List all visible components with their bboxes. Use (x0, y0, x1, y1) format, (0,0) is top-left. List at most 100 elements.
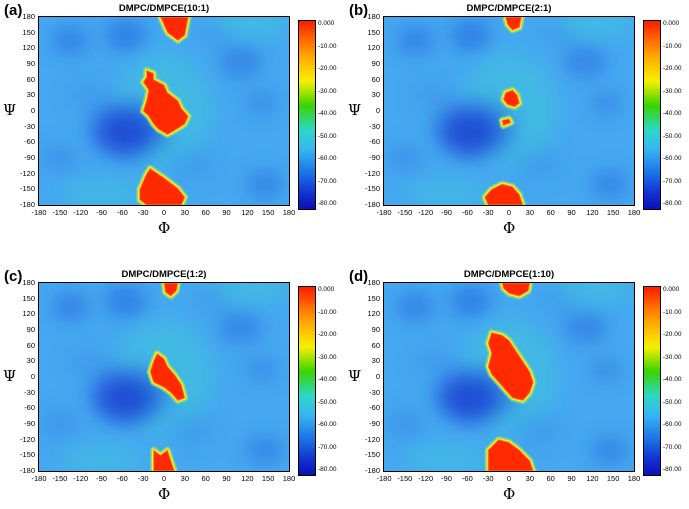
high-energy-region (153, 449, 175, 471)
colorbar (298, 20, 316, 210)
energy-halo (404, 178, 489, 205)
colorbar-tick-label: -40.00 (318, 110, 337, 117)
energy-well (66, 79, 109, 111)
energy-well (218, 310, 263, 345)
y-tick-label: -90 (369, 153, 380, 162)
heatmap-svg (39, 283, 289, 471)
x-tick-label: 150 (261, 208, 275, 217)
colorbar-tick-label: -70.00 (318, 177, 337, 185)
y-tick-label: -180 (19, 466, 35, 475)
y-tick-label: -30 (369, 121, 380, 131)
energy-well (245, 91, 277, 115)
heatmap-plot-area (38, 16, 290, 206)
y-tick-label: 90 (371, 59, 380, 68)
colorbar-tick-label: -60.00 (663, 421, 682, 428)
colorbar-tick-label: -20.00 (663, 65, 682, 72)
colorbar-tick-label: -50.00 (663, 132, 682, 140)
high-energy-region (487, 332, 534, 402)
high-energy-region (149, 352, 186, 402)
colorbar-tick-label: -80.00 (318, 200, 337, 207)
y-tick-label: 120 (367, 309, 380, 319)
x-tick-label: -180 (31, 474, 47, 483)
x-tick-label: 60 (201, 208, 210, 217)
energy-well (245, 357, 277, 381)
colorbar-tick-label: -20.00 (663, 331, 682, 338)
chart-panel: (c) DMPC/DMPCE(1:2) -180 -150 -120 -90 -60 -30 0… (0, 266, 344, 509)
x-tick-label: 150 (606, 208, 620, 217)
colorbar-tick-label: -80.00 (318, 466, 337, 473)
colorbar-tick-label: -40.00 (663, 376, 682, 383)
x-tick-label: -180 (376, 208, 392, 217)
y-tick-label: 120 (22, 43, 35, 53)
x-tick-label: 30 (180, 474, 189, 483)
colorbar-tick-label: 0.000 (318, 20, 335, 27)
high-energy-region (504, 17, 523, 31)
y-tick-label: -60 (369, 137, 380, 147)
x-tick-label: 120 (241, 208, 254, 217)
x-tick-label: 150 (606, 474, 620, 483)
y-tick-label: -90 (369, 419, 380, 428)
y-tick-label: 150 (367, 293, 380, 303)
y-tick-label: 60 (371, 74, 380, 84)
colorbar-tick-label: -70.00 (663, 443, 682, 451)
heatmap-plot-area (383, 282, 635, 472)
energy-well (449, 19, 492, 51)
colorbar (643, 20, 661, 210)
x-tick-label: -30 (137, 208, 149, 217)
colorbar-tick-label: 0.000 (663, 286, 680, 293)
energy-well (104, 19, 147, 51)
energy-well (66, 345, 109, 377)
x-tick-label: 180 (627, 474, 641, 483)
y-tick-label: 60 (26, 74, 35, 84)
x-tick-label: -180 (31, 208, 47, 217)
y-tick-label: -120 (364, 168, 380, 178)
x-tick-label: -150 (52, 474, 68, 483)
y-tick-label: -90 (24, 153, 35, 162)
y-tick-label: 90 (26, 325, 35, 334)
energy-well (218, 44, 263, 79)
x-tick-label: -150 (52, 208, 68, 217)
colorbar-tick-label: -50.00 (318, 398, 337, 406)
energy-well (563, 310, 608, 345)
chart-title: DMPC/DMPCE(10:1) (118, 3, 210, 14)
x-tick-label: -60 (116, 474, 128, 483)
x-tick-label: 60 (546, 208, 555, 217)
x-tick-label: 120 (241, 474, 254, 483)
y-tick-label: -150 (364, 184, 380, 194)
high-energy-region (484, 183, 524, 205)
y-axis-label: Ψ (348, 101, 362, 119)
chart-title: DMPC/DMPCE(2:1) (466, 3, 552, 14)
high-energy-region (501, 283, 531, 297)
colorbar-tick-label: 0.000 (663, 20, 680, 27)
heatmap-svg (384, 17, 634, 205)
energy-halo (404, 444, 489, 471)
x-tick-label: -150 (397, 474, 413, 483)
colorbar (643, 286, 661, 476)
y-tick-label: 180 (367, 278, 380, 287)
x-tick-label: 60 (546, 474, 555, 483)
energy-well (40, 409, 80, 439)
energy-well (540, 285, 575, 312)
chart-panel: (d) DMPC/DMPCE(1:10) -180 -150 -120 -90 -60 -30… (345, 266, 689, 509)
x-tick-label: 150 (261, 474, 275, 483)
colorbar-tick-label: -80.00 (663, 200, 682, 207)
y-tick-label: -120 (364, 434, 380, 444)
heatmap-plot-area (38, 282, 290, 472)
energy-well (245, 435, 285, 465)
y-tick-label: 180 (367, 12, 380, 21)
y-tick-label: 30 (26, 356, 35, 366)
chart-panel: (a) DMPC/DMPCE(10:1) -180 -150 -120 -90 -60 -30… (0, 0, 344, 243)
colorbar-tick-label: -10.00 (663, 42, 682, 50)
panel-label: (d) (349, 268, 369, 285)
y-tick-label: -60 (24, 403, 35, 413)
heatmap-svg (384, 283, 634, 471)
energy-well (590, 435, 630, 465)
y-tick-label: -120 (19, 434, 35, 444)
x-tick-label: -150 (397, 208, 413, 217)
colorbar-tick-label: -20.00 (318, 65, 337, 72)
x-tick-label: 30 (180, 208, 189, 217)
x-tick-label: -30 (482, 474, 494, 483)
y-tick-label: 0 (375, 106, 380, 115)
energy-well (563, 44, 608, 79)
energy-well (540, 19, 575, 46)
